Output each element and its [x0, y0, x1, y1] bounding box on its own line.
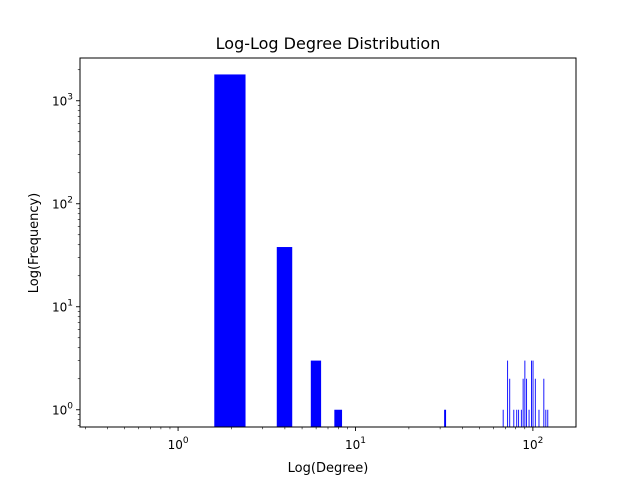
bar-20 — [543, 378, 545, 427]
y-tick-label-3: 103 — [52, 93, 73, 109]
bar-1 — [276, 247, 293, 427]
bar-16 — [531, 360, 532, 427]
bar-4 — [444, 409, 447, 427]
bar-8 — [513, 409, 515, 427]
bar-2 — [310, 360, 322, 427]
bar-18 — [534, 378, 536, 427]
bar-21 — [545, 409, 547, 427]
x-axis: 100 101 102 — [85, 427, 543, 452]
x-tick-label-1: 101 — [345, 436, 366, 452]
y-tick-label-0: 100 — [52, 402, 73, 418]
x-tick-label-2: 102 — [522, 436, 543, 452]
bars-group — [214, 74, 549, 427]
bar-7 — [509, 378, 511, 427]
y-axis-label: Log(Frequency) — [27, 193, 42, 294]
bar-15 — [528, 409, 530, 427]
y-axis: 100 101 102 103 — [52, 69, 80, 427]
bar-11 — [520, 409, 522, 427]
bar-9 — [516, 409, 518, 427]
bar-19 — [538, 409, 540, 427]
x-tick-label-0: 100 — [168, 436, 189, 452]
bar-5 — [502, 409, 504, 427]
bar-13 — [524, 360, 526, 427]
plot-frame — [79, 57, 577, 428]
bar-10 — [518, 409, 520, 427]
y-tick-label-1: 101 — [52, 299, 73, 315]
bar-6 — [507, 360, 509, 427]
bar-12 — [522, 378, 524, 427]
y-tick-label-2: 102 — [52, 196, 73, 212]
bar-17 — [532, 360, 534, 427]
bar-0 — [214, 74, 246, 427]
bar-3 — [334, 409, 343, 427]
bar-14 — [526, 378, 528, 427]
bar-22 — [547, 409, 549, 427]
x-axis-label: Log(Degree) — [288, 461, 369, 476]
chart-title: Log-Log Degree Distribution — [216, 34, 441, 53]
